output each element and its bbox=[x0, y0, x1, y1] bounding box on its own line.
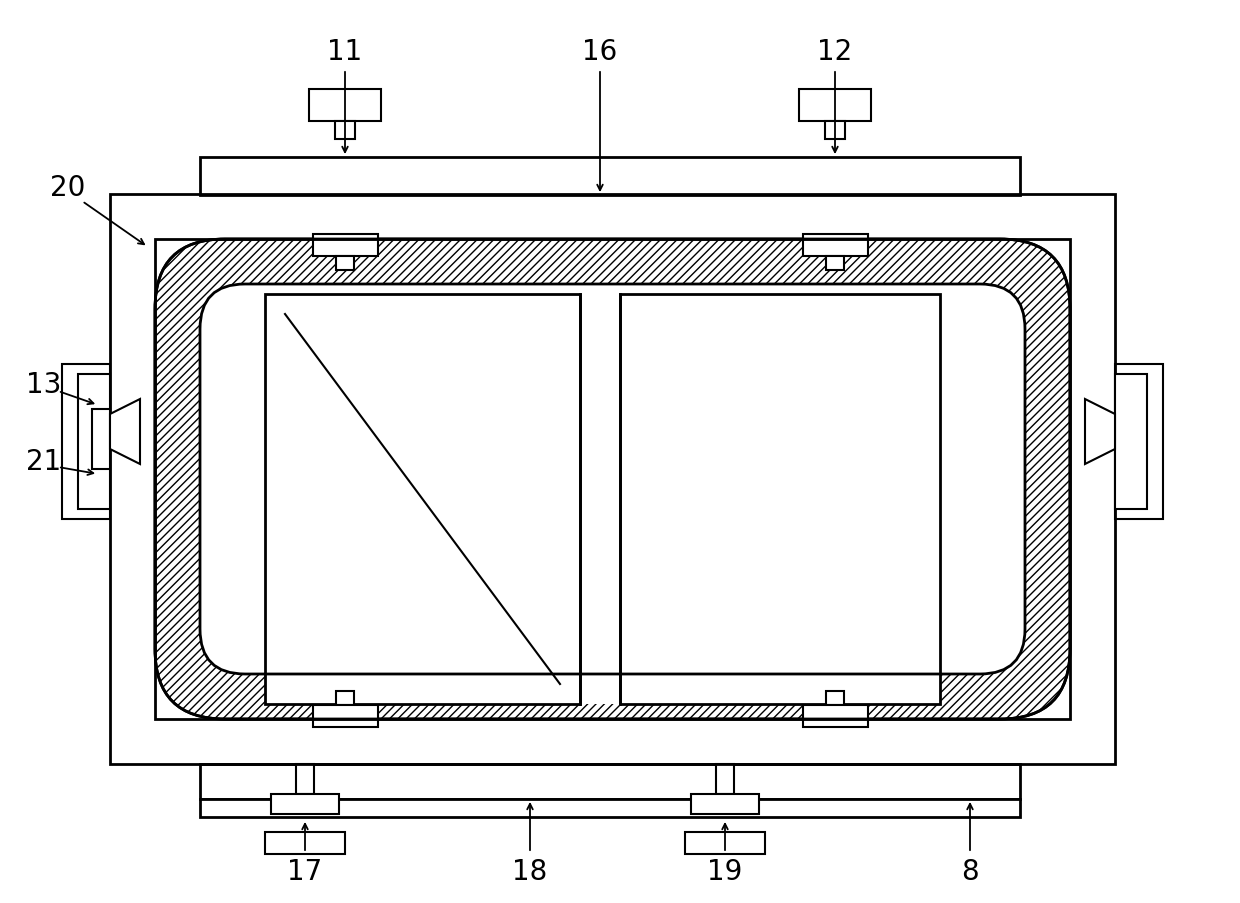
Text: 20: 20 bbox=[51, 173, 86, 201]
Bar bbox=[1115, 375, 1147, 509]
Text: 13: 13 bbox=[26, 370, 62, 398]
Bar bbox=[825, 122, 844, 140]
Text: 12: 12 bbox=[817, 38, 853, 66]
Bar bbox=[684, 832, 765, 854]
Bar bbox=[826, 256, 844, 271]
Bar bbox=[272, 794, 339, 815]
Bar bbox=[312, 235, 378, 256]
FancyBboxPatch shape bbox=[200, 284, 1025, 675]
Bar bbox=[1115, 365, 1163, 519]
Bar bbox=[309, 90, 381, 122]
Text: 21: 21 bbox=[26, 448, 62, 476]
Text: 17: 17 bbox=[288, 857, 322, 885]
Text: 19: 19 bbox=[707, 857, 743, 885]
Bar bbox=[265, 294, 580, 704]
Bar bbox=[715, 764, 734, 794]
Text: 16: 16 bbox=[583, 38, 618, 66]
Bar bbox=[826, 691, 844, 705]
Bar bbox=[296, 764, 314, 794]
Polygon shape bbox=[1085, 399, 1115, 464]
Bar bbox=[312, 705, 378, 727]
Polygon shape bbox=[110, 399, 140, 464]
Bar bbox=[336, 256, 353, 271]
Bar bbox=[620, 294, 940, 704]
FancyBboxPatch shape bbox=[155, 239, 1070, 719]
Bar bbox=[110, 195, 1115, 764]
Bar bbox=[155, 239, 1070, 719]
Bar bbox=[155, 239, 1070, 719]
Bar bbox=[92, 410, 110, 470]
Bar bbox=[799, 90, 870, 122]
Bar bbox=[200, 799, 1021, 817]
Text: 18: 18 bbox=[512, 857, 548, 885]
Bar bbox=[336, 691, 353, 705]
Bar bbox=[265, 832, 345, 854]
Bar bbox=[200, 158, 1021, 196]
Bar bbox=[200, 764, 1021, 799]
Bar bbox=[62, 365, 110, 519]
Bar bbox=[804, 235, 868, 256]
Bar bbox=[691, 794, 759, 815]
Text: 11: 11 bbox=[327, 38, 362, 66]
Text: 8: 8 bbox=[961, 857, 978, 885]
Bar bbox=[804, 705, 868, 727]
Bar bbox=[580, 294, 620, 704]
Bar bbox=[335, 122, 355, 140]
Bar bbox=[110, 195, 1115, 764]
Bar bbox=[78, 375, 110, 509]
